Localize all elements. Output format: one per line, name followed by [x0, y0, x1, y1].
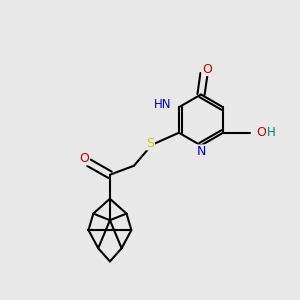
Text: O: O — [80, 152, 89, 165]
Text: H: H — [267, 126, 275, 139]
Text: O: O — [202, 62, 212, 76]
Text: S: S — [146, 137, 154, 150]
Text: HN: HN — [154, 98, 171, 111]
Text: N: N — [197, 145, 206, 158]
Text: OH: OH — [256, 126, 275, 139]
